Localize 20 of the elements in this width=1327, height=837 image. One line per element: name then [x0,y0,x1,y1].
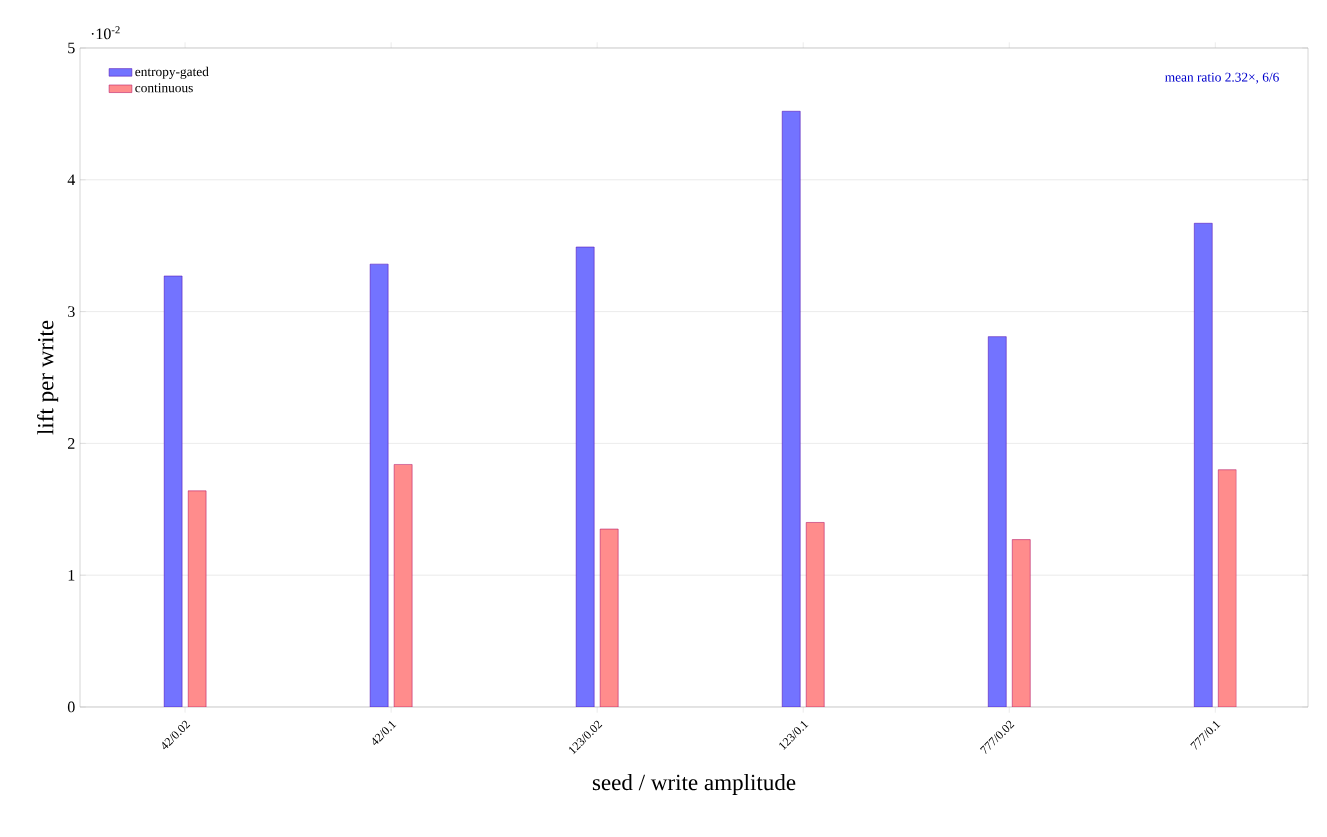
y-tick-label: 0 [67,701,75,713]
x-axis-title: seed / write amplitude [592,774,796,795]
y-tick-label: 5 [68,42,75,54]
bar [1011,539,1031,707]
text: ·10$^{-2}$ [91,26,120,40]
bar [781,110,801,707]
bar [599,528,619,707]
y-tick-label: 1 [68,569,75,581]
legend-label: continuous [135,83,193,93]
bar [1194,223,1213,707]
bar [805,522,825,707]
y-tick-label: 2 [68,438,75,449]
annotation: mean ratio 2.32×, 6/6 [1165,72,1279,84]
y-tick-label: 4 [67,174,76,186]
y-axis-title: lift per write [37,320,59,435]
y-tick-label: 3 [68,306,75,317]
bar [575,246,595,707]
bar [987,336,1007,707]
legend-label: entropy-gated [135,66,209,79]
bar [1218,469,1237,707]
